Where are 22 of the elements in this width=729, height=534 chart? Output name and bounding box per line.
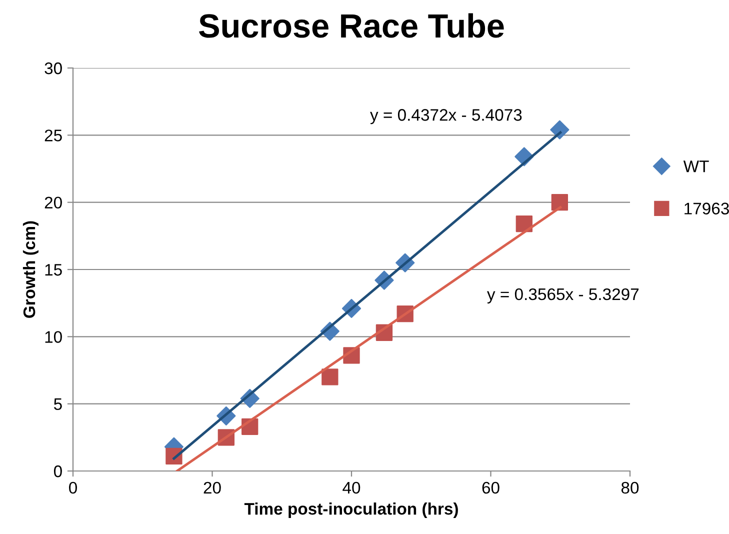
y-axis-title: Growth (cm)	[22, 221, 38, 318]
x-tick-label: 80	[621, 482, 639, 494]
y-tick-label: 15	[45, 264, 62, 276]
annotation: y = 0.4372x - 5.4073	[370, 109, 522, 124]
y-tick-label: 10	[45, 331, 62, 343]
x-tick-label: 0	[69, 482, 77, 494]
legend-label: 17963	[684, 202, 729, 214]
y-tick-label: 0	[54, 465, 62, 478]
annotation: y = 0.3565x - 5.3297	[486, 288, 639, 304]
x-tick-label: 40	[342, 482, 360, 494]
point	[322, 368, 338, 386]
x-axis-title: Time post-inoculation (hrs)	[244, 502, 458, 518]
y-tick-label: 25	[44, 130, 62, 142]
point	[516, 215, 533, 232]
legend-label: WT	[683, 160, 709, 172]
x-tick-label: 60	[482, 482, 500, 494]
point	[551, 194, 568, 211]
y-tick-label: 30	[44, 62, 62, 74]
y-tick-label: 5	[54, 398, 62, 410]
y-tick-label: 20	[44, 196, 62, 209]
chart-title: Sucrose Race Tube	[199, 13, 504, 38]
x-tick-label: 20	[204, 482, 221, 494]
